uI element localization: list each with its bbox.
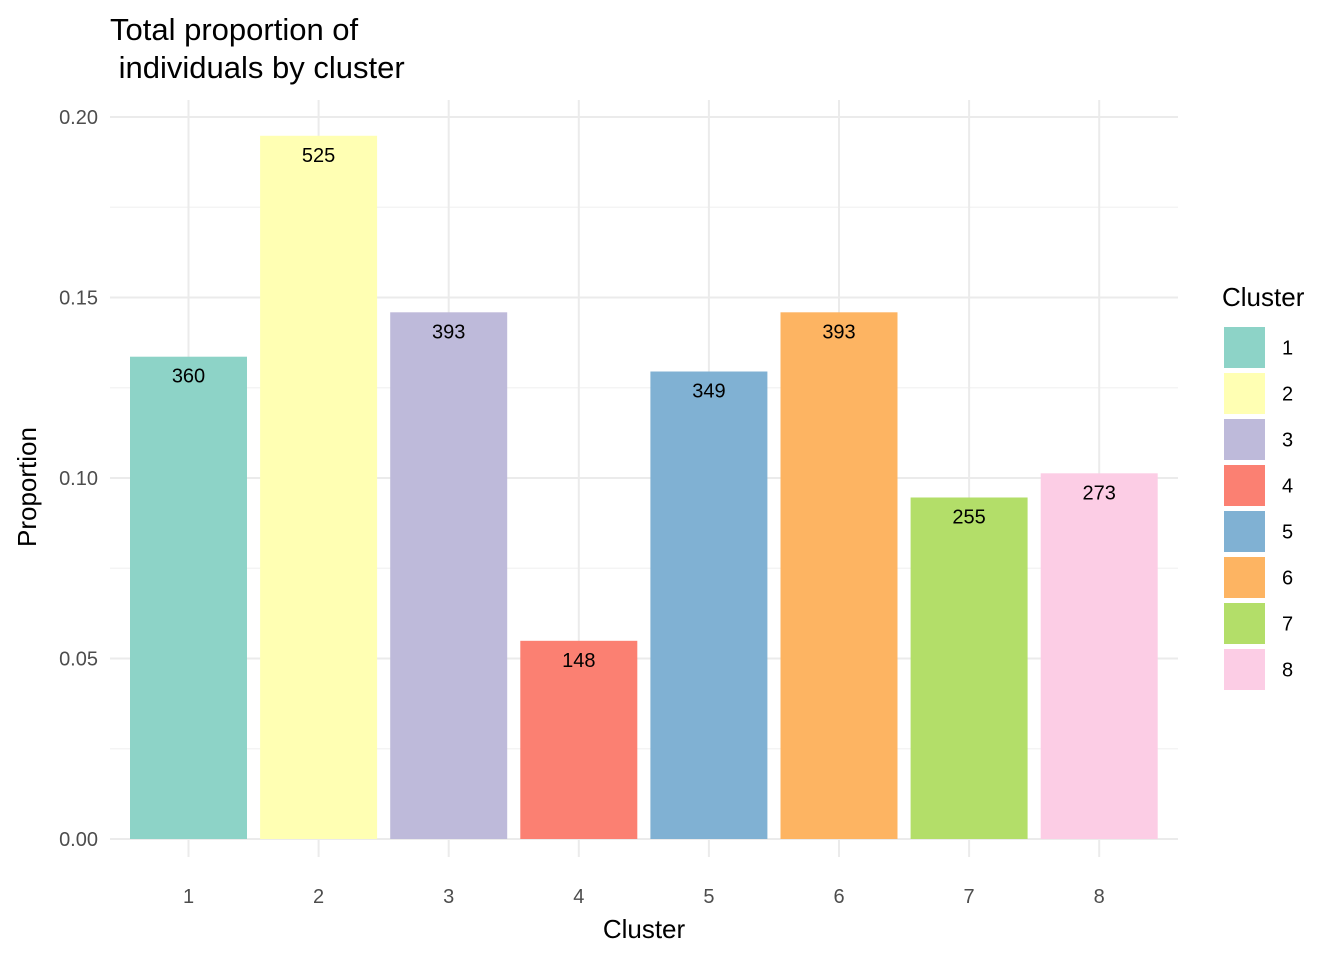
- legend-key-cluster-5: [1224, 511, 1265, 552]
- bar-cluster-2: [260, 135, 378, 840]
- y-tick-label: 0.15: [59, 288, 98, 310]
- y-tick-label: 0.05: [59, 649, 98, 671]
- chart-title-line-2: individuals by cluster: [110, 50, 405, 85]
- legend-key-cluster-7: [1224, 603, 1265, 644]
- y-tick-label: 0.20: [59, 107, 98, 129]
- x-tick-label: 2: [313, 886, 324, 908]
- x-tick-label: 3: [443, 886, 454, 908]
- bar-label-cluster-4: 148: [562, 650, 595, 672]
- y-tick-label: 0.10: [59, 468, 98, 490]
- bar-cluster-6: [780, 312, 898, 839]
- bar-label-cluster-7: 255: [952, 506, 985, 528]
- chart-title-line-1: Total proportion of: [110, 12, 359, 47]
- legend-label-cluster-7: 7: [1282, 614, 1293, 636]
- x-axis-title: Cluster: [603, 914, 686, 944]
- y-axis-title: Proportion: [12, 427, 42, 547]
- x-tick-label: 5: [703, 886, 714, 908]
- legend: Cluster 1 2 3 4 5 6 7 8: [1222, 282, 1305, 690]
- legend-label-cluster-8: 8: [1282, 660, 1293, 682]
- legend-label-cluster-6: 6: [1282, 568, 1293, 590]
- legend-key-cluster-6: [1224, 557, 1265, 598]
- bar-label-cluster-3: 393: [432, 321, 465, 343]
- plot-bars: [130, 135, 1158, 840]
- legend-title: Cluster: [1222, 282, 1305, 312]
- bar-value-labels: 360 525 393 148 349 393 255 273: [172, 145, 1116, 672]
- x-tick-label: 1: [183, 886, 194, 908]
- bar-cluster-8: [1040, 473, 1158, 839]
- bar-label-cluster-5: 349: [692, 381, 725, 403]
- legend-label-cluster-3: 3: [1282, 430, 1293, 452]
- legend-key-cluster-3: [1224, 419, 1265, 460]
- x-tick-label: 4: [573, 886, 584, 908]
- x-tick-label: 7: [964, 886, 975, 908]
- y-tick-label: 0.00: [59, 829, 98, 851]
- x-tick-label: 6: [833, 886, 844, 908]
- legend-label-cluster-5: 5: [1282, 522, 1293, 544]
- bar-label-cluster-6: 393: [822, 321, 855, 343]
- legend-key-cluster-8: [1224, 649, 1265, 690]
- x-tick-label: 8: [1094, 886, 1105, 908]
- bar-cluster-4: [520, 640, 638, 839]
- chart-title: Total proportion of individuals by clust…: [110, 12, 405, 85]
- legend-key-cluster-2: [1224, 373, 1265, 414]
- y-axis-ticks: 0.00 0.05 0.10 0.15 0.20: [59, 107, 98, 851]
- bar-label-cluster-8: 273: [1083, 482, 1116, 504]
- legend-key-cluster-1: [1224, 327, 1265, 368]
- legend-label-cluster-4: 4: [1282, 476, 1293, 498]
- legend-label-cluster-2: 2: [1282, 384, 1293, 406]
- legend-key-cluster-4: [1224, 465, 1265, 506]
- bar-cluster-7: [910, 497, 1028, 839]
- bar-cluster-5: [650, 371, 768, 839]
- x-axis-ticks: 1 2 3 4 5 6 7 8: [183, 886, 1105, 908]
- legend-label-cluster-1: 1: [1282, 338, 1293, 360]
- bar-label-cluster-2: 525: [302, 145, 335, 167]
- bar-cluster-1: [130, 356, 247, 839]
- bar-cluster-3: [390, 312, 508, 839]
- bar-label-cluster-1: 360: [172, 366, 205, 388]
